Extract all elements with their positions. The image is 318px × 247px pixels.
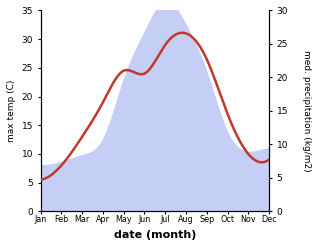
Y-axis label: max temp (C): max temp (C) [7, 80, 16, 142]
Y-axis label: med. precipitation (kg/m2): med. precipitation (kg/m2) [302, 50, 311, 172]
X-axis label: date (month): date (month) [114, 230, 196, 240]
